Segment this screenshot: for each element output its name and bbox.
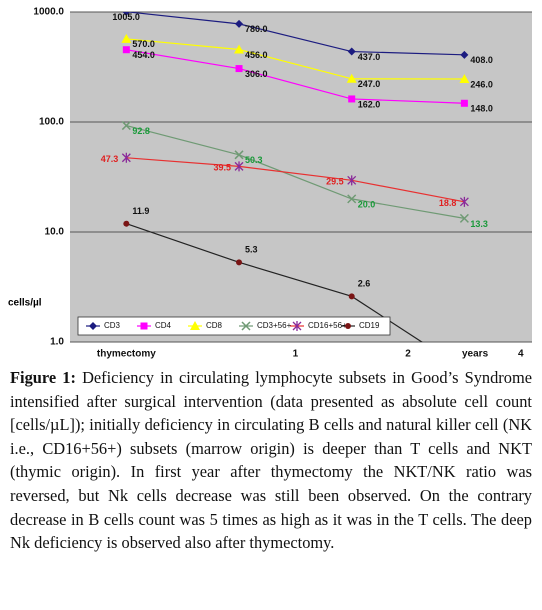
data-label: 162.0 — [358, 99, 381, 109]
marker — [292, 321, 302, 331]
marker — [460, 50, 469, 59]
y-tick-label: 10.0 — [45, 227, 65, 238]
marker — [345, 323, 351, 329]
data-label: 18.8 — [439, 198, 457, 208]
legend-label: CD19 — [359, 321, 380, 330]
data-label: 20.0 — [358, 199, 376, 209]
marker — [190, 321, 200, 330]
legend-label: CD8 — [206, 321, 223, 330]
legend-label: CD16+56+ — [308, 321, 347, 330]
marker — [234, 161, 244, 172]
x-tick-label: 2 — [405, 349, 411, 360]
plot-series — [121, 12, 470, 342]
marker — [122, 46, 130, 54]
data-label: 148.0 — [470, 104, 493, 114]
caption: Figure 1: Deficiency in circulating lymp… — [10, 366, 532, 555]
marker — [459, 196, 469, 207]
x-tick-label: 4 — [518, 349, 524, 360]
marker — [234, 150, 244, 160]
marker — [347, 175, 357, 186]
data-label: 13.3 — [470, 219, 488, 229]
data-label: 1005.0 — [112, 12, 140, 22]
marker — [89, 322, 97, 330]
marker — [346, 73, 357, 83]
marker — [123, 220, 130, 227]
series-line — [126, 223, 423, 342]
series-line — [126, 12, 465, 56]
marker — [236, 259, 243, 266]
marker — [459, 73, 470, 83]
marker — [348, 293, 355, 300]
x-tick-label: thymectomy — [97, 349, 156, 360]
y-tick-label: 1.0 — [50, 337, 64, 348]
marker — [459, 213, 469, 223]
marker — [122, 12, 131, 16]
series-line — [126, 124, 465, 219]
caption-text: Deficiency in circulating lymphocyte sub… — [10, 368, 532, 553]
x-axis-label: years — [462, 349, 489, 360]
data-label: 246.0 — [470, 79, 493, 89]
marker — [347, 47, 356, 56]
data-label: 2.6 — [358, 279, 371, 289]
data-label: 437.0 — [358, 52, 381, 62]
data-label: 247.0 — [358, 79, 381, 89]
data-label: 5.3 — [245, 245, 258, 255]
plot-area — [70, 12, 532, 342]
marker — [121, 33, 132, 43]
marker — [234, 44, 245, 54]
data-label: 11.9 — [132, 206, 149, 216]
data-label: 39.5 — [213, 163, 231, 173]
series-line — [126, 157, 465, 203]
legend-box — [77, 316, 391, 336]
marker — [460, 99, 468, 107]
data-label: 92.8 — [132, 126, 150, 136]
data-label: 306.0 — [245, 69, 268, 79]
legend-label: CD3+56+ — [257, 321, 292, 330]
data-label: 50.3 — [245, 155, 263, 165]
data-label: 570.0 — [132, 39, 155, 49]
data-label: 454.0 — [132, 50, 155, 60]
data-label: 456.0 — [245, 50, 268, 60]
marker — [121, 152, 131, 163]
marker — [347, 194, 357, 204]
marker — [348, 95, 356, 103]
y-axis-label: cells/µl — [8, 298, 42, 309]
y-tick-label: 1000.0 — [33, 7, 64, 18]
marker — [121, 121, 131, 131]
data-label: 780.0 — [245, 24, 268, 34]
data-label: 408.0 — [470, 55, 493, 65]
x-tick-label: 1 — [293, 349, 299, 360]
marker — [140, 322, 148, 330]
data-label: 29.5 — [326, 177, 344, 187]
series-line — [126, 49, 465, 104]
series-line — [126, 38, 465, 80]
legend-label: CD4 — [155, 321, 172, 330]
data-label: 47.3 — [101, 154, 119, 164]
marker — [235, 19, 244, 28]
legend-label: CD3 — [104, 321, 121, 330]
caption-label: Figure 1: — [10, 368, 76, 387]
chart: cells/µl years 1.0 10.0 100.0 1000.0 thymect… — [8, 7, 532, 360]
marker — [241, 321, 251, 331]
y-tick-label: 100.0 — [39, 117, 64, 128]
marker — [235, 65, 243, 73]
